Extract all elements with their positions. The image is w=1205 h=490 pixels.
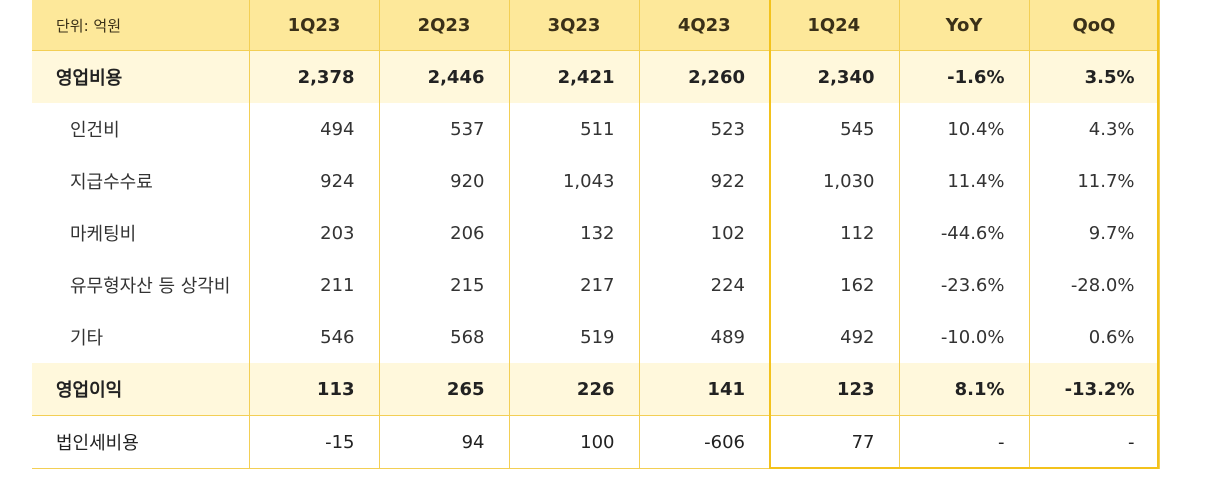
table-cell: 206 (379, 207, 510, 259)
table-cell: 2,421 (509, 50, 640, 103)
row-label: 인건비 (32, 103, 250, 155)
table-cell: 2,378 (249, 50, 380, 103)
table-cell: 0.6% (1029, 311, 1160, 363)
table-cell: 2,260 (639, 50, 769, 103)
col-header-1q23: 1Q23 (249, 0, 380, 51)
table-cell: 113 (249, 363, 380, 416)
table-cell: 123 (769, 363, 900, 416)
table-cell: 3.5% (1029, 50, 1160, 103)
col-header-1q24: 1Q24 (769, 0, 900, 51)
table-cell: -10.0% (899, 311, 1030, 363)
table-cell: 203 (249, 207, 380, 259)
table-cell: 265 (379, 363, 510, 416)
table-cell: 226 (509, 363, 640, 416)
table-cell: 2,340 (769, 50, 900, 103)
row-label: 영업이익 (32, 363, 250, 416)
table-cell: 162 (769, 259, 900, 311)
table-cell: 102 (710, 222, 745, 244)
table-cell: 922 (710, 170, 745, 192)
table-cell: - (899, 415, 1030, 469)
financial-table: 단위: 억원 1Q23 2Q23 3Q23 4Q23 1Q24 YoY QoQ … (32, 0, 1160, 469)
table-row: 지급수수료 924 920 1,043 922 1,030 11.4% 11.7% (32, 155, 1160, 207)
table-cell: -28.0% (1029, 259, 1160, 311)
table-cell: 924 (249, 155, 380, 207)
table-cell: 2,446 (379, 50, 510, 103)
table-cell: 112 (769, 207, 900, 259)
row-label: 기타 (32, 311, 250, 363)
row-label: 마케팅비 (32, 207, 250, 259)
table-cell: -23.6% (899, 259, 1030, 311)
table-cell: 1,030 (769, 155, 900, 207)
table-cell: 211 (249, 259, 380, 311)
col-header-2q23: 2Q23 (379, 0, 510, 51)
table-cell: 8.1% (899, 363, 1030, 416)
table-row: 인건비 494 537 511 523 545 10.4% 4.3% (32, 103, 1160, 155)
table-cell: 920 (379, 155, 510, 207)
table-cell: 132 (509, 207, 640, 259)
table-row: 법인세비용 -15 94 100 -606 77- - (32, 415, 1160, 469)
row-label: 법인세비용 (32, 415, 250, 469)
table-cell: 11.7% (1029, 155, 1160, 207)
table-cell: 1,043 (509, 155, 640, 207)
table-cell: 4.3% (1029, 103, 1160, 155)
table-row: 유무형자산 등 상각비 211 215 217 224 162 -23.6% -28.0% (32, 259, 1160, 311)
table-cell: -44.6% (899, 207, 1030, 259)
row-label: 지급수수료 (32, 155, 250, 207)
table-row: 기타 546 568 519 489 492 -10.0% 0.6% (32, 311, 1160, 363)
table-cell: 492 (769, 311, 900, 363)
table-cell: 494 (249, 103, 380, 155)
table-cell: -606 (639, 415, 769, 469)
table-cell: 568 (379, 311, 510, 363)
row-label: 영업비용 (32, 50, 250, 103)
table-cell: 545 (769, 103, 900, 155)
table-row: 영업비용 2,378 2,446 2,421 2,260 2,340 -1.6% 3.5% (32, 50, 1160, 103)
table-cell: -15 (249, 415, 380, 469)
table-cell: 100 (509, 415, 640, 469)
table-cell: 217 (509, 259, 640, 311)
table-row: 마케팅비 203 206 132 102 112 -44.6% 9.7% (32, 207, 1160, 259)
table-cell: 10.4% (899, 103, 1030, 155)
table-cell: 11.4% (899, 155, 1030, 207)
table-row: 영업이익 113 265 226 141 123 8.1% -13.2% (32, 363, 1160, 416)
table-cell: 77 (769, 415, 900, 469)
table-cell: 141 (639, 363, 769, 416)
col-header-3q23: 3Q23 (509, 0, 640, 51)
header-row: 단위: 억원 1Q23 2Q23 3Q23 4Q23 1Q24 YoY QoQ (32, 0, 1160, 51)
table-cell: 215 (379, 259, 510, 311)
table-cell: 537 (379, 103, 510, 155)
table-cell: -1.6% (899, 50, 1030, 103)
col-header-qoq: QoQ (1029, 0, 1160, 51)
col-header-yoy: YoY (899, 0, 1030, 51)
table-cell: 519 (509, 311, 640, 363)
table-cell: - (1029, 415, 1160, 469)
table-cell: 511 (509, 103, 640, 155)
table-cell: 523 (710, 118, 745, 140)
unit-label: 단위: 억원 (32, 0, 250, 51)
table-cell: 224 (710, 274, 745, 296)
row-label: 유무형자산 등 상각비 (32, 259, 250, 311)
table-cell: 9.7% (1029, 207, 1160, 259)
table-cell: -13.2% (1029, 363, 1160, 416)
col-header-4q23: 4Q23 (639, 0, 769, 51)
table-cell: 94 (379, 415, 510, 469)
table-cell: 546 (249, 311, 380, 363)
table-cell: 489 (710, 326, 745, 348)
